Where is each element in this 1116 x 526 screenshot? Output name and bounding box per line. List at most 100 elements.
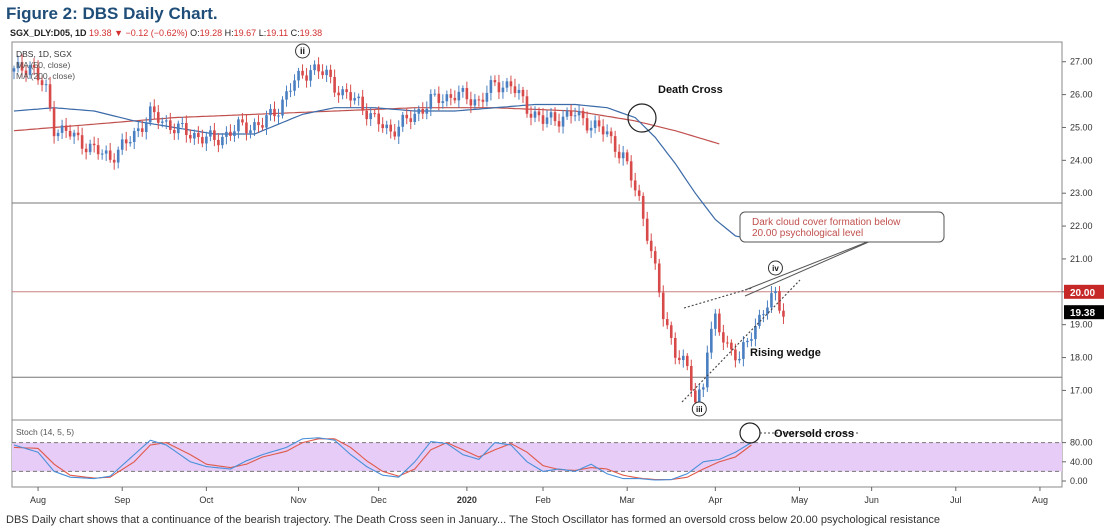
candle-body	[389, 124, 393, 132]
candle-body	[421, 109, 425, 114]
candle	[473, 93, 477, 109]
candle	[625, 149, 629, 165]
candle-body	[56, 132, 60, 137]
price-badge-label: 19.38	[1070, 308, 1095, 319]
candle-body	[581, 110, 585, 119]
x-tick-label: Mar	[619, 495, 635, 505]
candle-body	[445, 94, 449, 102]
candle	[509, 75, 513, 94]
candle-body	[28, 65, 32, 76]
candle	[766, 300, 769, 320]
candle	[601, 119, 605, 142]
y-tick-label: 18.00	[1070, 353, 1093, 363]
candle	[726, 335, 729, 348]
candle	[537, 107, 541, 122]
candle	[177, 120, 180, 140]
candle	[561, 110, 565, 134]
candle	[401, 111, 405, 132]
candle	[417, 105, 421, 122]
candle-body	[44, 84, 48, 86]
candle-body	[718, 313, 721, 333]
candle-body	[561, 116, 565, 127]
candle	[673, 332, 677, 365]
candle	[489, 75, 493, 101]
candle	[144, 117, 148, 140]
candle	[742, 336, 745, 367]
candle	[273, 101, 276, 122]
callout-pointer-1	[744, 236, 881, 291]
candle-body	[742, 342, 745, 359]
wave-iii-circle	[691, 401, 707, 417]
y-tick-label: 17.00	[1070, 385, 1093, 395]
quote-high: 19.67	[233, 28, 257, 38]
candle	[533, 106, 537, 123]
wave-ii-circle	[295, 43, 311, 59]
candle-body	[657, 263, 661, 293]
quote-low: 19.11	[266, 28, 289, 38]
x-tick-label: Dec	[371, 495, 388, 505]
candle-body	[40, 80, 44, 86]
candle-body	[120, 139, 124, 150]
candle	[209, 125, 212, 142]
candle	[325, 65, 328, 82]
open-label: O:	[190, 28, 200, 38]
candle	[573, 107, 577, 122]
candle-body	[589, 127, 593, 131]
candle	[445, 90, 449, 107]
candle-body	[281, 99, 284, 116]
candle-body	[714, 313, 717, 329]
wave-iv-circle	[767, 260, 783, 276]
candle	[465, 81, 469, 105]
candle-body	[517, 89, 521, 94]
candle-body	[746, 340, 749, 343]
candle-body	[425, 108, 429, 114]
oversold-cross-label: Oversold cross	[774, 428, 854, 440]
y-tick-label: 22.00	[1070, 221, 1093, 231]
candle	[758, 309, 761, 329]
candle-body	[549, 112, 553, 118]
candle	[429, 89, 433, 117]
candle-body	[593, 120, 597, 128]
candle	[80, 127, 84, 155]
candle-body	[164, 120, 168, 122]
candle	[437, 86, 441, 111]
candle	[84, 143, 88, 160]
candle	[441, 94, 445, 109]
candle-body	[573, 115, 577, 117]
candle-body	[758, 314, 761, 326]
candle-body	[669, 325, 673, 338]
candle-body	[533, 111, 537, 118]
candle-body	[613, 136, 617, 152]
legend-ma50: MA (50, close)	[16, 60, 70, 70]
candle	[52, 101, 56, 144]
candle	[657, 258, 661, 298]
candle	[449, 88, 453, 106]
high-label: H:	[224, 28, 234, 38]
y-tick-label: 23.00	[1070, 188, 1093, 198]
candle-body	[641, 195, 645, 219]
candle	[517, 83, 521, 100]
candle	[734, 343, 737, 368]
candle	[409, 110, 413, 130]
candle	[421, 102, 425, 120]
candle-body	[104, 150, 108, 154]
candle	[641, 192, 645, 227]
candle-body	[373, 113, 376, 115]
stoch-tick-label: 80.00	[1070, 438, 1093, 448]
candle	[629, 155, 633, 188]
candle	[337, 85, 340, 103]
candle	[213, 123, 216, 147]
candle-body	[20, 62, 24, 71]
candle	[545, 110, 549, 128]
legend-ma200: MA (200, close)	[16, 71, 75, 81]
figure-title: Figure 2: DBS Daily Chart.	[6, 4, 218, 23]
candle-body	[465, 88, 469, 100]
candle	[341, 86, 344, 100]
candle	[585, 111, 589, 134]
candle-body	[730, 342, 733, 350]
candle-body	[177, 123, 180, 134]
candle-body	[633, 180, 637, 191]
candle	[156, 105, 160, 130]
candle	[257, 115, 260, 133]
